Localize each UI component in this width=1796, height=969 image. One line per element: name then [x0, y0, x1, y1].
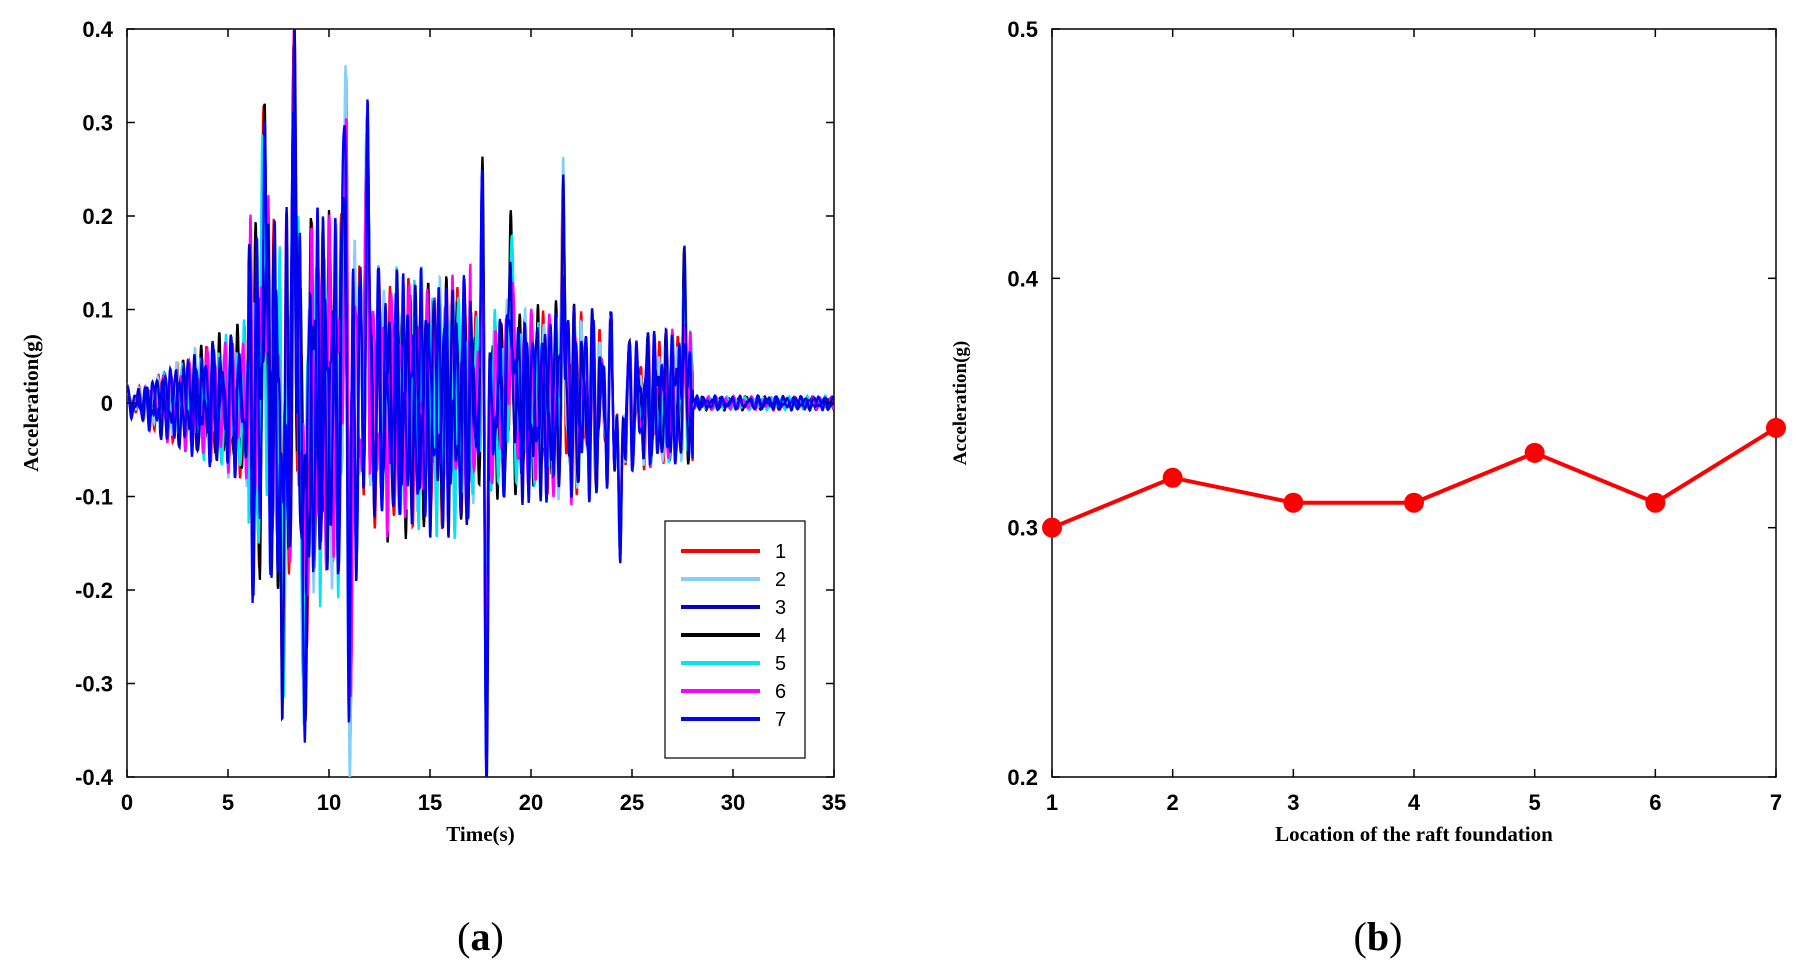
y-tick-label: 0.2: [1007, 765, 1038, 790]
caption-a: (a): [457, 914, 504, 959]
y-tick-label: 0.4: [1007, 266, 1038, 291]
data-point-5: [1524, 442, 1545, 463]
legend-label-4: 4: [775, 625, 786, 647]
plot-frame: [1051, 28, 1777, 778]
x-axis-label: Time(s): [446, 822, 514, 846]
data-point-4: [1404, 492, 1424, 513]
x-tick-label: 20: [519, 790, 543, 815]
y-tick-label: -0.1: [75, 485, 113, 510]
caption-close: ): [491, 914, 504, 959]
y-tick-label: 0.2: [82, 204, 113, 229]
data-point-7: [1766, 417, 1786, 438]
x-tick-label: 5: [1529, 790, 1541, 815]
x-tick-label: 10: [317, 790, 341, 815]
series-line-7: [127, 99, 834, 777]
y-tick-label: 0: [101, 391, 113, 416]
caption-b: (b): [1354, 914, 1403, 959]
legend-label-5: 5: [775, 653, 786, 675]
caption-open: (: [457, 914, 470, 959]
y-tick-label: -0.4: [75, 765, 114, 790]
legend-label-7: 7: [775, 709, 786, 731]
y-tick-label: 0.3: [82, 111, 113, 136]
panel-b-location-chart: 1 2 3 4 5 6 7 0.5 0.4 0.3 0.2 Location of the raft …: [950, 17, 1786, 959]
x-tick-label: 15: [418, 790, 442, 815]
data-point-1: [1042, 517, 1062, 538]
panel-a-time-history-chart: 0 5 10 15 20 25 30 350.40.30.20.10-0.1-0.2-0.3-…: [19, 17, 846, 959]
data-point-6: [1645, 492, 1666, 513]
x-tick-label: 6: [1649, 790, 1661, 815]
legend-label-1: 1: [775, 541, 786, 563]
x-tick-label: 0: [121, 790, 133, 815]
caption-close: ): [1389, 914, 1402, 959]
y-axis-label: Acceleration(g): [950, 341, 971, 466]
data-point-2: [1162, 467, 1183, 488]
x-tick-label: 3: [1287, 790, 1299, 815]
y-tick-label: -0.2: [75, 578, 113, 603]
legend-label-2: 2: [775, 569, 786, 591]
x-tick-label: 4: [1408, 790, 1421, 815]
x-tick-label: 2: [1167, 790, 1179, 815]
x-tick-label: 35: [822, 790, 846, 815]
caption-letter: a: [471, 914, 491, 959]
x-tick-label: 1: [1046, 790, 1058, 815]
x-tick-label: 25: [620, 790, 644, 815]
y-axis-label: Acceleration(g): [19, 334, 43, 472]
x-axis-label: Location of the raft foundation: [1275, 822, 1553, 846]
caption-letter: b: [1367, 914, 1389, 959]
y-tick-label: 0.4: [82, 17, 113, 42]
caption-open: (: [1354, 914, 1367, 959]
legend-label-6: 6: [775, 681, 786, 703]
data-point-3: [1283, 492, 1304, 513]
y-tick-label: 0.3: [1007, 516, 1038, 541]
y-tick-label: 0.1: [82, 298, 113, 323]
legend: 1 2 3 4 5 6 7: [664, 520, 806, 759]
y-tick-label: -0.3: [75, 672, 113, 697]
x-tick-label: 30: [721, 790, 745, 815]
x-tick-label: 7: [1770, 790, 1782, 815]
legend-label-3: 3: [775, 597, 786, 619]
x-tick-label: 5: [222, 790, 234, 815]
y-tick-label: 0.5: [1007, 17, 1038, 42]
